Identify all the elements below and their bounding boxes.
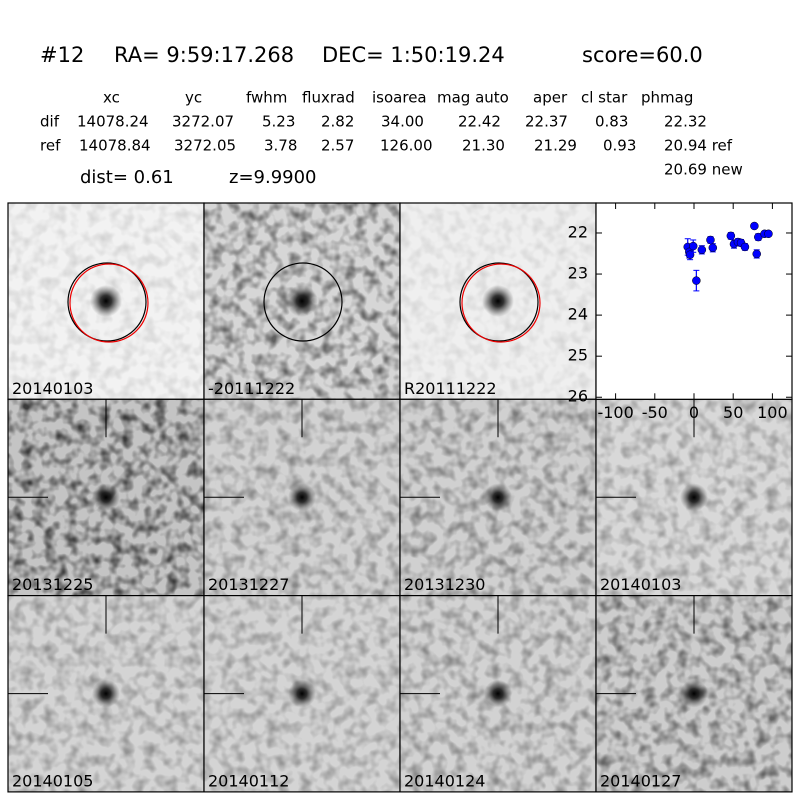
phmag-new: 20.69 new [664, 161, 743, 179]
col-header: yc [185, 89, 202, 107]
stamp-label: -20111222 [208, 379, 295, 398]
plot-frame [595, 202, 793, 400]
point [706, 235, 715, 245]
source [288, 679, 316, 708]
y-tick-label: 24 [568, 305, 588, 324]
point [752, 249, 761, 259]
stamp-label: 20140105 [12, 771, 93, 790]
stamp-label: 20140124 [404, 771, 485, 790]
table-cell: 14078.84 [79, 137, 151, 155]
table-cell: 0.83 [595, 113, 628, 131]
col-header: cl star [581, 89, 628, 107]
point [708, 243, 718, 253]
table-cell: 21.30 [462, 137, 505, 155]
point [692, 276, 701, 285]
table-cell: 20.94 ref [664, 137, 733, 155]
source [484, 483, 512, 512]
table-cell: 3272.07 [172, 113, 234, 131]
point [750, 221, 759, 231]
table-cell: 2.57 [321, 137, 354, 155]
source [484, 679, 512, 708]
redshift: z=9.9900 [229, 167, 317, 188]
point [697, 245, 707, 255]
x-tick-label: 100 [757, 403, 788, 422]
source [92, 483, 120, 512]
col-header: aper [533, 89, 568, 107]
table-cell: 22.32 [664, 113, 707, 131]
stamp-label: R20111222 [404, 379, 497, 398]
col-header: fwhm [246, 89, 287, 107]
stamp-label: 20140127 [600, 771, 681, 790]
table-cell: 14078.24 [77, 113, 149, 131]
stamp-label: 20131225 [12, 575, 93, 594]
x-tick-label: -100 [597, 403, 633, 422]
cand-id: #12 [40, 43, 84, 67]
source [482, 285, 514, 317]
y-tick-label: 22 [568, 222, 588, 241]
col-header: phmag [641, 89, 693, 107]
aperture [459, 262, 539, 342]
aperture-ref [69, 263, 149, 343]
light-curve: 22 23 24 25 26 -100 -50 0 50 100 [568, 202, 793, 422]
table-cell: 3272.05 [174, 137, 236, 155]
aperture-ref [461, 263, 541, 343]
x-tick-label: -50 [642, 403, 668, 422]
col-header: mag auto [437, 89, 509, 107]
point [688, 241, 698, 251]
score: score=60.0 [582, 43, 703, 67]
point [764, 229, 773, 239]
table-cell: ref [40, 137, 61, 155]
table-cell: 3.78 [264, 137, 297, 155]
y-tick-label: 26 [568, 387, 588, 406]
stamp-label: 20140103 [600, 575, 681, 594]
dec: DEC= 1:50:19.24 [322, 43, 505, 67]
aperture [263, 262, 343, 342]
stamp-grid: 20140103 -20111222 R20111222 20131225 201312… [7, 202, 793, 793]
aperture [67, 262, 147, 342]
col-header: xc [103, 89, 120, 107]
source [286, 285, 318, 317]
stamp-label: 20140103 [12, 379, 93, 398]
x-tick-label: 50 [723, 403, 743, 422]
table-cell: dif [40, 113, 60, 131]
table-cell: 22.42 [458, 113, 501, 131]
x-tick-label: 0 [689, 403, 699, 422]
source [680, 483, 708, 512]
table-cell: 34.00 [381, 113, 424, 131]
source [90, 285, 122, 317]
table-cell: 2.82 [321, 113, 354, 131]
table-cell: 21.29 [534, 137, 577, 155]
source [288, 483, 316, 512]
y-tick-label: 23 [568, 264, 588, 283]
table-cell: 126.00 [380, 137, 433, 155]
stamp-label: 20131227 [208, 575, 289, 594]
stamp-frame [595, 594, 793, 793]
point [726, 231, 736, 241]
col-header: fluxrad [302, 89, 355, 107]
y-tick-label: 25 [568, 346, 588, 365]
stamp-label: 20131230 [404, 575, 485, 594]
source [680, 679, 708, 708]
table-cell: 0.93 [603, 137, 636, 155]
ra: RA= 9:59:17.268 [114, 43, 294, 67]
col-header: isoarea [372, 89, 427, 107]
stamp-label: 20140112 [208, 771, 289, 790]
dist: dist= 0.61 [80, 167, 174, 188]
table-cell: 22.37 [525, 113, 568, 131]
source [92, 679, 120, 708]
table-cell: 5.23 [262, 113, 295, 131]
point [740, 242, 750, 252]
